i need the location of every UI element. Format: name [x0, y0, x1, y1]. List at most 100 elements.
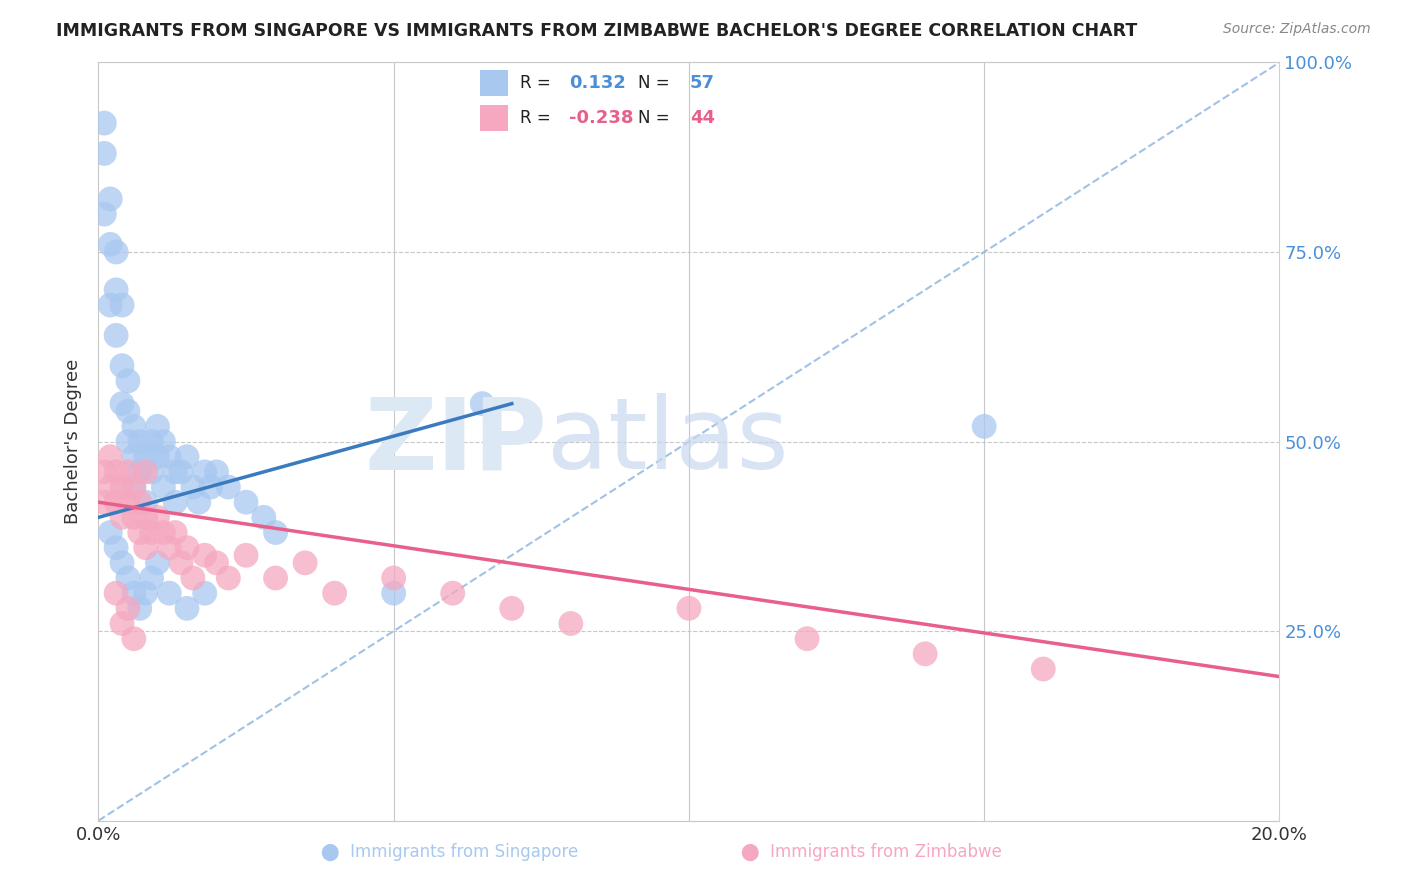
Point	[93, 465, 115, 479]
Point	[105, 495, 128, 509]
Text: Source: ZipAtlas.com: Source: ZipAtlas.com	[1223, 22, 1371, 37]
Point	[973, 419, 995, 434]
Bar	[479, 70, 509, 95]
Point	[122, 480, 145, 494]
Point	[796, 632, 818, 646]
Point	[141, 571, 163, 585]
Point	[382, 586, 405, 600]
Point	[128, 465, 150, 479]
Point	[678, 601, 700, 615]
Y-axis label: Bachelor's Degree: Bachelor's Degree	[65, 359, 83, 524]
Point	[105, 541, 128, 555]
Point	[217, 480, 239, 494]
Point	[235, 495, 257, 509]
Point	[323, 586, 346, 600]
Point	[135, 450, 157, 464]
Point	[176, 541, 198, 555]
Text: -0.238: -0.238	[569, 109, 634, 127]
Point	[111, 480, 134, 494]
Text: 57: 57	[690, 74, 716, 92]
Point	[98, 298, 121, 312]
Point	[117, 404, 139, 418]
Point	[146, 419, 169, 434]
Point	[128, 434, 150, 449]
Point	[264, 525, 287, 540]
Point	[200, 480, 222, 494]
Point	[294, 556, 316, 570]
Point	[122, 586, 145, 600]
Point	[165, 525, 187, 540]
Text: atlas: atlas	[547, 393, 789, 490]
Point	[105, 465, 128, 479]
Text: N =: N =	[638, 74, 669, 92]
Point	[105, 586, 128, 600]
Point	[187, 495, 209, 509]
Point	[181, 480, 204, 494]
Text: 44: 44	[690, 109, 716, 127]
Point	[194, 586, 217, 600]
Point	[152, 525, 174, 540]
Point	[176, 601, 198, 615]
Point	[560, 616, 582, 631]
Point	[157, 450, 180, 464]
Point	[111, 298, 134, 312]
Text: N =: N =	[638, 109, 669, 127]
Point	[205, 556, 228, 570]
Point	[194, 465, 217, 479]
Point	[176, 450, 198, 464]
Point	[157, 541, 180, 555]
Point	[98, 525, 121, 540]
Point	[122, 480, 145, 494]
Point	[135, 510, 157, 524]
Point	[93, 116, 115, 130]
Point	[111, 396, 134, 410]
Point	[157, 586, 180, 600]
Point	[253, 510, 276, 524]
Point	[111, 556, 134, 570]
Point	[141, 525, 163, 540]
Point	[135, 586, 157, 600]
Text: R =: R =	[520, 109, 551, 127]
Point	[105, 283, 128, 297]
Bar	[479, 105, 509, 130]
Point	[128, 495, 150, 509]
Point	[93, 495, 115, 509]
Point	[165, 495, 187, 509]
Point	[111, 510, 134, 524]
Point	[117, 374, 139, 388]
Point	[914, 647, 936, 661]
Point	[152, 480, 174, 494]
Text: R =: R =	[520, 74, 551, 92]
Point	[93, 146, 115, 161]
Point	[135, 541, 157, 555]
Point	[205, 465, 228, 479]
Point	[122, 632, 145, 646]
Point	[122, 450, 145, 464]
Point	[135, 465, 157, 479]
Text: ⬤  Immigrants from Zimbabwe: ⬤ Immigrants from Zimbabwe	[741, 843, 1002, 861]
Point	[235, 548, 257, 563]
Point	[471, 396, 494, 410]
Point	[122, 419, 145, 434]
Point	[93, 207, 115, 221]
Point	[122, 510, 145, 524]
Point	[501, 601, 523, 615]
Point	[117, 495, 139, 509]
Point	[141, 465, 163, 479]
Point	[105, 244, 128, 259]
Point	[98, 237, 121, 252]
Point	[152, 434, 174, 449]
Point	[98, 192, 121, 206]
Point	[111, 359, 134, 373]
Point	[194, 548, 217, 563]
Point	[181, 571, 204, 585]
Point	[170, 465, 193, 479]
Point	[98, 480, 121, 494]
Point	[165, 465, 187, 479]
Point	[141, 434, 163, 449]
Point	[128, 601, 150, 615]
Point	[117, 465, 139, 479]
Point	[441, 586, 464, 600]
Text: ⬤  Immigrants from Singapore: ⬤ Immigrants from Singapore	[322, 843, 578, 861]
Point	[105, 328, 128, 343]
